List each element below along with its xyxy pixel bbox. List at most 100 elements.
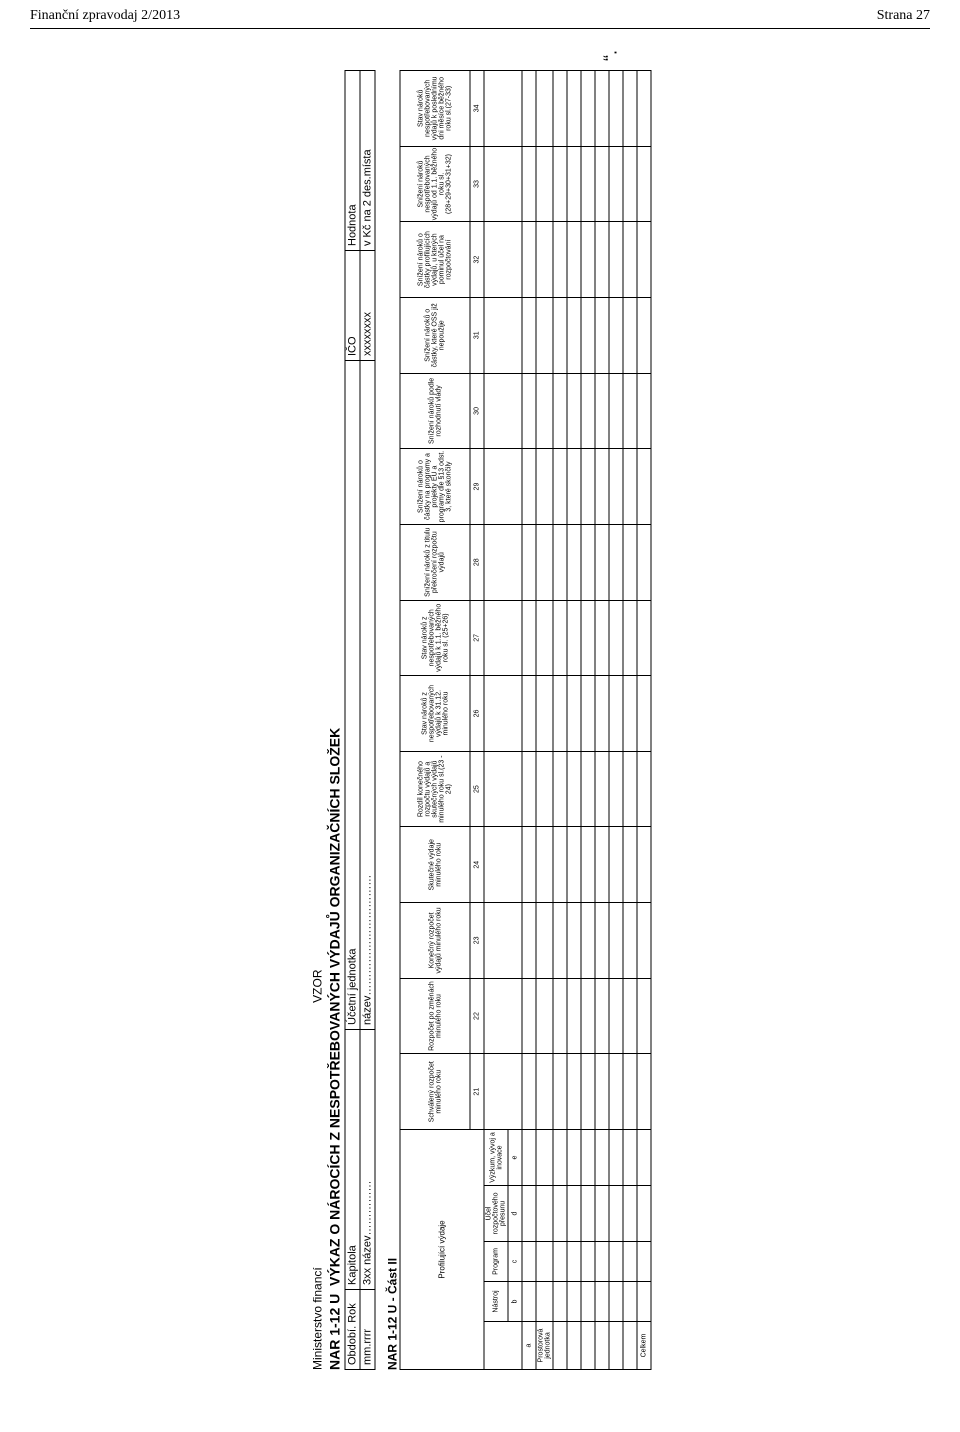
row-total: Celkem bbox=[637, 1322, 651, 1370]
cell bbox=[595, 1282, 609, 1322]
col-30-hdr: Snížení nároků podle rozhodnutí vlády bbox=[400, 373, 470, 449]
cell bbox=[567, 449, 581, 525]
cell bbox=[536, 449, 553, 525]
cell bbox=[484, 600, 522, 676]
cell bbox=[609, 827, 623, 903]
cell bbox=[536, 600, 553, 676]
cell bbox=[595, 1186, 609, 1242]
cell bbox=[595, 600, 609, 676]
cell bbox=[536, 146, 553, 222]
cell bbox=[595, 373, 609, 449]
header-left: Finanční zpravodaj 2/2013 bbox=[30, 8, 180, 24]
header-rule bbox=[30, 28, 930, 29]
col-28-hdr: Snížení nároků z titulu překročení rozpo… bbox=[400, 524, 470, 600]
cell bbox=[637, 449, 651, 525]
cell bbox=[567, 1242, 581, 1282]
cell bbox=[637, 978, 651, 1054]
cell bbox=[553, 297, 567, 373]
cell bbox=[609, 676, 623, 752]
col-34-num: 34 bbox=[470, 71, 484, 147]
cell bbox=[522, 751, 536, 827]
cell bbox=[609, 222, 623, 298]
cell bbox=[595, 978, 609, 1054]
cell bbox=[553, 1282, 567, 1322]
cell bbox=[567, 524, 581, 600]
form-code: NAR 1-12 U bbox=[327, 1294, 343, 1370]
col-33-hdr: Snížení nároků nespotřebovaných výdajů o… bbox=[400, 146, 470, 222]
cell bbox=[553, 1130, 567, 1186]
cell bbox=[637, 297, 651, 373]
col-a-hdr bbox=[484, 1322, 522, 1370]
cell bbox=[567, 373, 581, 449]
cell bbox=[637, 524, 651, 600]
cell bbox=[536, 978, 553, 1054]
cell bbox=[553, 751, 567, 827]
cell bbox=[609, 978, 623, 1054]
meta-unit-val: název…………………………… bbox=[360, 361, 375, 1030]
header-right: Strana 27 bbox=[877, 8, 930, 24]
meta-period-val: mm.rrrr bbox=[360, 1290, 375, 1370]
cell bbox=[581, 146, 595, 222]
cell bbox=[553, 1322, 567, 1370]
cell bbox=[553, 146, 567, 222]
cell bbox=[484, 524, 522, 600]
cell bbox=[581, 71, 595, 147]
cell bbox=[595, 297, 609, 373]
col-21-hdr: Schválený rozpočet minulého roku bbox=[400, 1054, 470, 1130]
cell bbox=[637, 903, 651, 979]
cell bbox=[553, 71, 567, 147]
col-d-ltr: d bbox=[508, 1186, 522, 1242]
meta-ico-lbl: IČO bbox=[345, 251, 360, 361]
cell bbox=[553, 449, 567, 525]
cell bbox=[522, 827, 536, 903]
col-a-ltr: a bbox=[522, 1322, 536, 1370]
meta-table: Období. Rok Kapitola Účetní jednotka IČO… bbox=[345, 70, 376, 1370]
cell bbox=[623, 903, 637, 979]
cell bbox=[553, 1242, 567, 1282]
cell bbox=[522, 600, 536, 676]
cell bbox=[484, 222, 522, 298]
cell bbox=[609, 449, 623, 525]
cell bbox=[609, 71, 623, 147]
cell bbox=[536, 524, 553, 600]
col-27-hdr: Stav nároků z nespotřebovaných výdajů k … bbox=[400, 600, 470, 676]
cell bbox=[567, 222, 581, 298]
cell bbox=[484, 1054, 522, 1130]
meta-unit-lbl: Účetní jednotka bbox=[345, 361, 360, 1030]
cell bbox=[536, 222, 553, 298]
meta-ico-val: xxxxxxxx bbox=[360, 251, 375, 361]
cell bbox=[484, 903, 522, 979]
meta-value-val: v Kč na 2 des.místa bbox=[360, 71, 375, 251]
cell bbox=[484, 71, 522, 147]
cell bbox=[637, 1054, 651, 1130]
cell bbox=[595, 71, 609, 147]
col-24-hdr: Skutečné výdaje minulého roku bbox=[400, 827, 470, 903]
cell bbox=[553, 600, 567, 676]
cell bbox=[623, 449, 637, 525]
cell bbox=[536, 1186, 553, 1242]
cell bbox=[623, 827, 637, 903]
cell bbox=[567, 978, 581, 1054]
cell bbox=[581, 1322, 595, 1370]
cell bbox=[536, 1054, 553, 1130]
col-b-ltr: b bbox=[508, 1282, 522, 1322]
cell bbox=[637, 600, 651, 676]
cell bbox=[522, 903, 536, 979]
col-22-num: 22 bbox=[470, 978, 484, 1054]
cell bbox=[581, 676, 595, 752]
cell bbox=[522, 1186, 536, 1242]
cell bbox=[553, 1054, 567, 1130]
cell bbox=[609, 297, 623, 373]
data-table: Profilující výdaje Schválený rozpočet mi… bbox=[400, 70, 652, 1370]
cell bbox=[553, 978, 567, 1054]
closing-quote: “. bbox=[601, 50, 622, 61]
cell bbox=[567, 1186, 581, 1242]
cell bbox=[553, 524, 567, 600]
col-30-num: 30 bbox=[470, 373, 484, 449]
cell bbox=[609, 373, 623, 449]
cell bbox=[567, 600, 581, 676]
cell bbox=[581, 524, 595, 600]
cell bbox=[595, 676, 609, 752]
col-c-hdr: Program bbox=[484, 1242, 508, 1282]
cell bbox=[637, 1130, 651, 1186]
